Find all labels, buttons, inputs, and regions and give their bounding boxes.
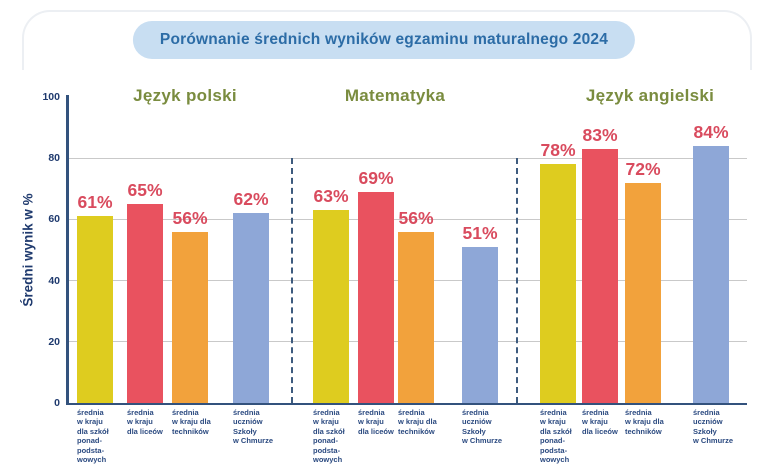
bar-value-label: 62%: [233, 189, 269, 210]
bar: [693, 145, 729, 403]
bar: [358, 191, 394, 403]
chart-title: Porównanie średnich wyników egzaminu mat…: [159, 31, 609, 48]
bar-value-label: 69%: [358, 167, 394, 188]
y-axis-title: Średni wynik w %: [20, 193, 36, 307]
group-header-2: Matematyka: [344, 86, 446, 105]
category-label: średnia w kraju dla techników: [172, 408, 211, 436]
category-label: średnia uczniów Szkoły w Chmurze: [693, 408, 734, 446]
category-label: średnia w kraju dla techników: [398, 408, 437, 436]
category-label: średnia w kraju dla techników: [625, 408, 664, 436]
group-separator-2: [516, 158, 518, 403]
gridline-60: [68, 218, 747, 220]
x-axis-line: [66, 402, 747, 405]
bar: [625, 182, 661, 403]
y-tick-label-80: 80: [48, 152, 60, 165]
bar: [462, 246, 498, 403]
category-label: średnia w kraju dla szkół ponad- podsta-…: [540, 408, 572, 464]
bar-value-label: 72%: [625, 158, 661, 179]
y-axis-line: [66, 95, 69, 403]
bar-value-label: 83%: [582, 125, 618, 146]
category-label: średnia uczniów Szkoły w Chmurze: [462, 408, 503, 446]
category-label: średnia uczniów Szkoły w Chmurze: [233, 408, 274, 446]
bar: [540, 164, 576, 403]
category-label: średnia w kraju dla liceów: [127, 408, 163, 436]
bar-value-label: 78%: [540, 140, 576, 161]
y-tick-label-20: 20: [48, 335, 60, 348]
chart-title-pill: Porównanie średnich wyników egzaminu mat…: [132, 21, 636, 59]
bar-value-label: 51%: [462, 222, 498, 243]
group-header-1: Język polski: [133, 86, 237, 105]
bar-value-label: 56%: [398, 207, 434, 228]
gridline-80: [68, 157, 747, 159]
bar-value-label: 56%: [172, 207, 208, 228]
bar: [77, 216, 113, 403]
bar: [582, 149, 618, 403]
bar: [398, 231, 434, 403]
bar-value-label: 65%: [127, 180, 163, 201]
bar-value-label: 61%: [77, 192, 113, 213]
bar: [233, 213, 269, 403]
bar: [172, 231, 208, 403]
y-tick-label-60: 60: [48, 213, 60, 226]
y-tick-label-100: 100: [42, 91, 60, 103]
category-label: średnia w kraju dla liceów: [358, 408, 394, 436]
category-label: średnia w kraju dla szkół ponad- podsta-…: [77, 408, 109, 464]
bar-value-label: 84%: [693, 121, 729, 142]
group-header-3: Język angielski: [585, 86, 715, 105]
group-separator-1: [291, 158, 293, 403]
plot-area: Język polski 61% średnia w kraju dla szkół…: [66, 86, 747, 464]
y-tick-label-40: 40: [48, 274, 60, 287]
bar: [313, 210, 349, 403]
bar-value-label: 63%: [313, 186, 349, 207]
y-tick-label-0: 0: [54, 397, 60, 409]
bar: [127, 204, 163, 403]
category-label: średnia w kraju dla szkół ponad- podsta-…: [313, 408, 345, 464]
category-label: średnia w kraju dla liceów: [582, 408, 618, 436]
